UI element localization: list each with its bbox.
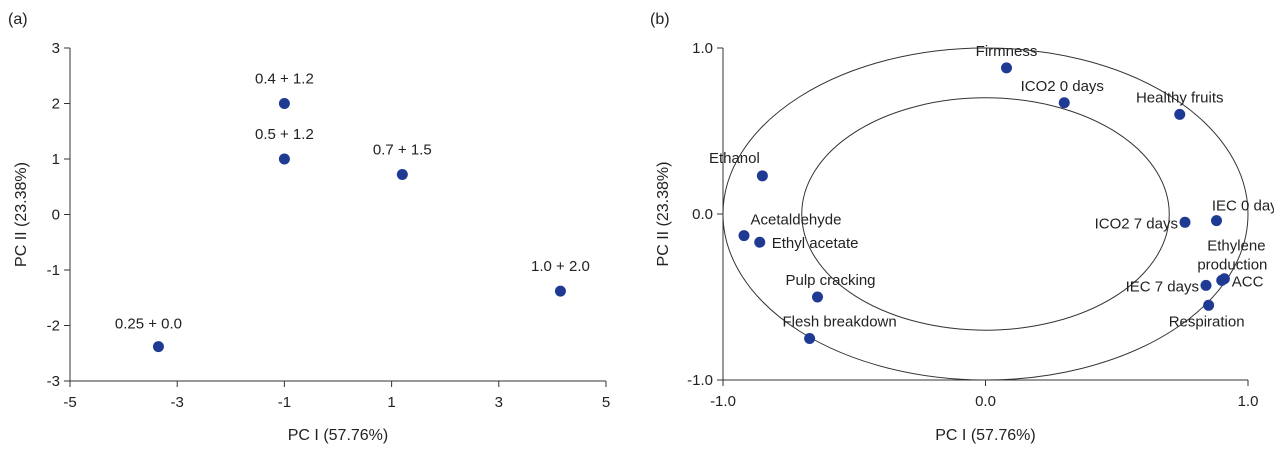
panel-b-point	[1203, 299, 1215, 311]
panel-a-x-tick-label: 1	[387, 394, 395, 411]
panel-a-point	[278, 153, 290, 165]
panel-b-point	[1058, 97, 1070, 109]
panel-b-point	[1200, 279, 1212, 291]
panel-b-point	[756, 170, 768, 182]
panel-b-x-tick-label: 0.0	[975, 393, 996, 410]
panel-a-point	[278, 98, 290, 109]
panel-a-point-label: 1.0 + 2.0	[531, 258, 590, 275]
panel-b-point-label: Firmness	[976, 43, 1038, 60]
panel-a-x-tick-label: 3	[495, 394, 503, 411]
panel-b-point	[1179, 216, 1191, 228]
panel-b-correlation-circle	[801, 97, 1170, 331]
panel-b-x-tick-label: -1.0	[710, 393, 736, 410]
panel-a-x-tick-label: -3	[171, 394, 184, 411]
panel-a-point-label: 0.25 + 0.0	[115, 316, 182, 333]
panel-a-point	[152, 341, 164, 353]
panel-b-point-label: Healthy fruits	[1136, 89, 1224, 106]
panel-b-point	[754, 236, 766, 248]
panel-b-y-tick-label: 1.0	[692, 40, 713, 57]
panel-a-label: (a)	[8, 11, 28, 28]
panel-b-point-label: IEC 7 days	[1126, 278, 1199, 295]
panel-b-point	[1001, 62, 1012, 74]
panel-b-point-label: Pulp cracking	[785, 272, 875, 289]
panel-a-y-tick-label: -3	[47, 373, 60, 390]
panel-a-x-tick-label: -1	[278, 394, 291, 411]
panel-a-y-tick-label: 2	[52, 96, 60, 113]
panel-b-point-label: Respiration	[1169, 313, 1245, 330]
panel-b-point	[804, 333, 816, 344]
panel-a-point	[396, 169, 408, 181]
panel-a-y-tick-label: 1	[52, 151, 60, 168]
panel-a-x-tick-label: -5	[63, 394, 76, 411]
panel-b-x-axis-label: PC I (57.76%)	[935, 427, 1035, 444]
panel-b-point-label: ICO2 7 days	[1095, 215, 1178, 232]
panel-a-y-tick-label: 0	[52, 207, 60, 224]
panel-b-y-tick-label: 0.0	[692, 206, 713, 223]
panel-b-point	[1216, 274, 1228, 286]
panel-a-point-label: 0.5 + 1.2	[255, 126, 314, 143]
panel-b-label: (b)	[650, 11, 670, 28]
panel-a-x-axis-label: PC I (57.76%)	[288, 427, 388, 444]
panel-a-point	[554, 285, 566, 297]
panel-b-x-tick-label: 1.0	[1238, 393, 1259, 410]
panel-b-correlation-circle	[722, 47, 1249, 381]
panel-b-point	[738, 230, 750, 242]
panel-a-y-tick-label: -1	[47, 262, 60, 279]
panel-a-y-axis-label: PC II (23.38%)	[13, 162, 30, 267]
panel-b-point	[1174, 108, 1186, 120]
panel-b-point	[812, 291, 823, 303]
panel-b-point-label: Ethyl acetate	[772, 235, 859, 252]
panel-b-point-label: Ethylene production	[1197, 238, 1267, 274]
panel-a-y-tick-label: -2	[47, 318, 60, 335]
panel-b-point-label: Acetaldehyde	[751, 212, 842, 229]
panel-a-y-tick-label: 3	[52, 40, 60, 57]
panel-b-y-tick-label: -1.0	[687, 372, 713, 389]
panel-b-point-label: ACC	[1232, 273, 1264, 290]
panel-b-point	[1211, 215, 1222, 227]
panel-b-point-label: Ethanol	[709, 150, 760, 167]
panel-b-point-label: ICO2 0 days	[1021, 78, 1104, 95]
panel-a-point-label: 0.4 + 1.2	[255, 71, 314, 88]
panel-a-point-label: 0.7 + 1.5	[373, 142, 432, 159]
panel-b-point-label: Flesh breakdown	[783, 314, 897, 331]
panel-b-point-label: IEC 0 days	[1212, 198, 1274, 215]
panel-b-y-axis-label: PC II (23.38%)	[655, 162, 672, 267]
panel-a-x-tick-label: 5	[602, 394, 610, 411]
